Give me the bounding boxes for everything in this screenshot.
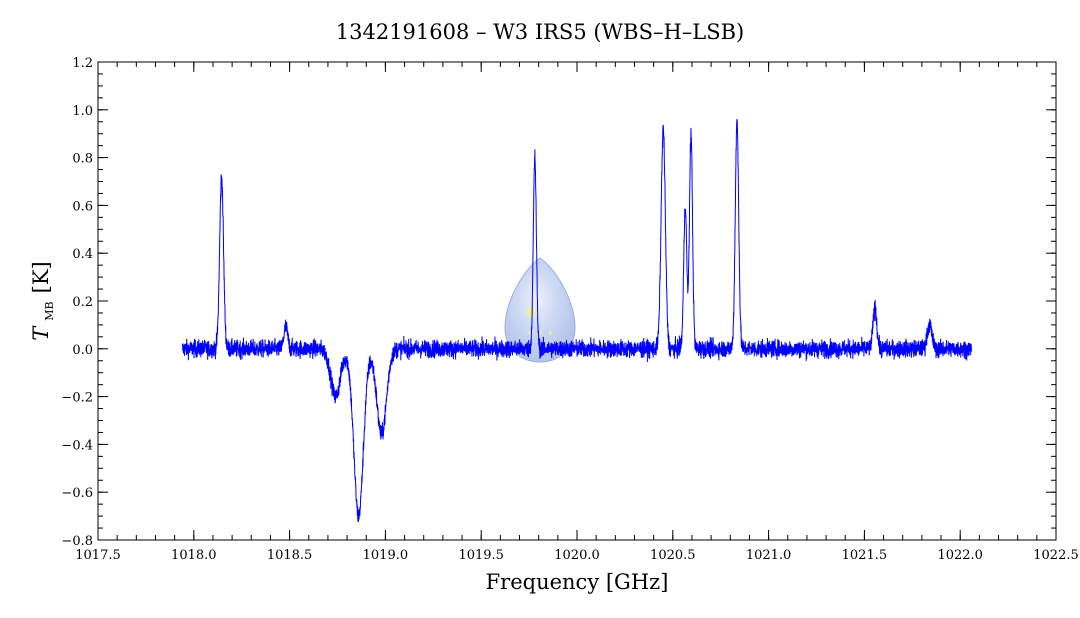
- y-tick-label: 0.6: [72, 199, 93, 214]
- y-tick-label: 1.0: [72, 104, 93, 119]
- svg-text:T MB [K]: T MB [K]: [29, 261, 57, 340]
- x-tick-label: 1020.0: [554, 548, 600, 563]
- y-tick-label: −0.2: [61, 391, 93, 406]
- chart-title: 1342191608 – W3 IRS5 (WBS–H–LSB): [336, 20, 744, 44]
- x-tick-label: 1019.0: [363, 548, 409, 563]
- y-tick-labels: −0.8 −0.6 −0.4 −0.2 0.0 0.2 0.4 0.6 0.8 1.0 1.2: [61, 56, 93, 549]
- herschel-logo-watermark: ✦ ✦ ✦: [504, 257, 576, 363]
- x-tick-label: 1021.5: [842, 548, 888, 563]
- y-tick-label: 1.2: [72, 56, 93, 71]
- x-tick-label: 1019.5: [458, 548, 504, 563]
- x-tick-labels: 1017.5 1018.0 1018.5 1019.0 1019.5 1020.0 1020…: [75, 548, 1079, 563]
- x-tick-label: 1022.0: [937, 548, 983, 563]
- x-tick-label: 1020.5: [650, 548, 696, 563]
- y-tick-label: 0.4: [72, 247, 93, 262]
- plot-frame: [97, 61, 1057, 541]
- y-tick-label: 0.8: [72, 152, 93, 167]
- x-tick-label: 1018.0: [171, 548, 217, 563]
- y-tick-label: −0.4: [61, 438, 93, 453]
- x-tick-label: 1022.5: [1033, 548, 1079, 563]
- axis-ticks: [97, 61, 1057, 541]
- spectrum-series: [181, 118, 973, 523]
- y-tick-label: −0.6: [61, 486, 93, 501]
- x-tick-label: 1017.5: [75, 548, 121, 563]
- x-tick-label: 1018.5: [267, 548, 313, 563]
- x-axis-label: Frequency [GHz]: [486, 570, 669, 594]
- y-axis-label: T MB [K]: [29, 261, 57, 340]
- x-tick-label: 1021.0: [746, 548, 792, 563]
- svg-text:✦ ✦ ✦: ✦ ✦ ✦: [526, 329, 555, 339]
- y-tick-label: −0.8: [61, 534, 93, 549]
- y-tick-label: 0.0: [72, 343, 93, 358]
- y-tick-label: 0.2: [72, 295, 93, 310]
